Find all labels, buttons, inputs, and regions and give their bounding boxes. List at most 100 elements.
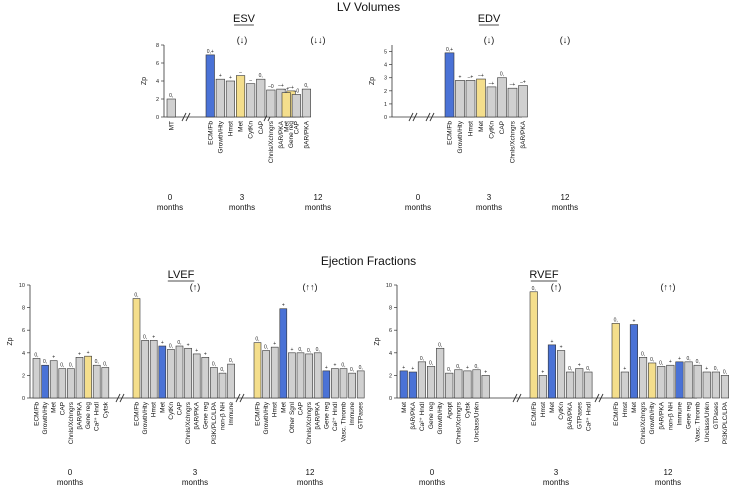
category-label: Unclass/Unkn — [474, 402, 481, 442]
axis-break — [115, 393, 121, 403]
bar — [497, 77, 507, 118]
category-label: βAR/PKA — [278, 120, 285, 148]
y-tick-label: 8 — [156, 43, 159, 49]
bar — [476, 78, 486, 118]
month-unit: months — [552, 203, 578, 212]
bar — [693, 364, 702, 399]
bar — [41, 364, 49, 399]
bar-sig-label: + — [87, 350, 90, 356]
bar — [75, 357, 84, 399]
category-label: CAP — [258, 121, 265, 134]
direction-arrow: (↓) — [237, 35, 248, 45]
bar — [507, 87, 518, 118]
month-number: 12 — [314, 193, 323, 202]
month-number: 12 — [306, 468, 315, 477]
bar-sig-label: 0, — [69, 363, 73, 369]
category-label: Other Sgnl — [289, 401, 296, 433]
bar — [426, 366, 436, 399]
month-unit: months — [57, 478, 83, 487]
category-label: CytKn — [558, 402, 565, 420]
bar — [266, 89, 276, 118]
category-label: Chnls/Xchngrs — [185, 401, 192, 444]
bar-sig-label: 0, — [307, 348, 311, 354]
bar-sig-label: –+ — [468, 74, 474, 80]
bar-sig-label: 0, — [723, 369, 727, 375]
category-label: Chnls/Xchngrs — [455, 401, 462, 444]
bar-sig-label: 0, — [650, 357, 654, 363]
bar — [584, 371, 593, 399]
direction-arrow: (↓) — [560, 35, 571, 45]
bar-sig-label: 0, — [359, 365, 363, 371]
category-label: Met — [283, 121, 290, 132]
category-label: Ca²⁺ Hndl — [585, 401, 592, 431]
bar — [279, 308, 288, 399]
bar — [288, 352, 296, 399]
bar — [331, 368, 339, 399]
bar-sig-label: 0, — [456, 364, 460, 370]
bar-sig-label: –+ — [510, 82, 516, 88]
bar — [399, 370, 408, 399]
month-unit: months — [297, 478, 323, 487]
y-tick-label: 6 — [156, 61, 159, 67]
bar-sig-label: 0, — [438, 342, 442, 348]
category-label: Immune — [228, 402, 235, 426]
category-label: Gene reg — [288, 121, 295, 148]
category-label: ECM/Fb — [613, 402, 620, 426]
y-tick-label: 6 — [22, 328, 25, 334]
category-label: Met — [631, 402, 638, 413]
y-tick-label: 10 — [386, 283, 392, 289]
bar-sig-label: 0, — [568, 366, 572, 372]
bar-sig-label: – — [239, 70, 242, 76]
category-label: Hmst — [622, 402, 629, 417]
category-label: Met — [238, 121, 245, 132]
month-number: 12 — [664, 468, 673, 477]
bar-sig-label: + — [578, 363, 581, 369]
bar-sig-label: + — [459, 74, 462, 80]
bar-sig-label: 0, — [259, 73, 263, 79]
y-tick-label: 2 — [156, 97, 159, 103]
bar — [84, 355, 92, 399]
category-label: Immune — [676, 402, 683, 426]
bar-sig-label: + — [282, 303, 285, 309]
bar-sig-label: 0, — [532, 286, 536, 292]
category-label: βAR/PKA — [658, 401, 665, 429]
month-unit: months — [182, 478, 208, 487]
chart-edv: EDV012345Zp0months(↓)3months0,+ECM/Fb+Gr… — [369, 13, 578, 212]
direction-arrow: (↑) — [190, 282, 201, 292]
bar-sig-label: + — [632, 319, 635, 325]
bar-sig-label: 0, — [43, 359, 47, 365]
bar-sig-label: 0, — [420, 356, 424, 362]
bar-sig-label: 0, — [350, 367, 354, 373]
bar-sig-label: + — [204, 351, 207, 357]
bar-sig-label: –+ — [489, 81, 495, 87]
y-tick-label: 4 — [384, 63, 387, 69]
y-tick-label: 0 — [384, 115, 387, 121]
chart-lvef: LVEF0246810Zp0months0,ECM/Fb0,Growth/Hty… — [7, 269, 365, 487]
bar-sig-label: + — [219, 73, 222, 79]
month-unit: months — [405, 203, 431, 212]
bar — [270, 346, 279, 399]
bar-sig-label: 0, — [714, 366, 718, 372]
bar — [305, 353, 313, 399]
bar-sig-label: + — [333, 363, 336, 369]
bar — [547, 344, 557, 399]
bar — [611, 323, 620, 399]
bar-sig-label: –+ — [288, 85, 294, 91]
bar-sig-label: + — [411, 366, 414, 372]
bar-sig-label: 0,+ — [446, 47, 453, 53]
direction-arrow: (↑↑) — [303, 282, 318, 292]
bar-sig-label: 0, — [169, 93, 173, 99]
bar-sig-label: 0, — [60, 363, 64, 369]
bar — [67, 368, 75, 399]
axis-break — [512, 393, 518, 403]
bar — [720, 375, 730, 399]
bar-sig-label: 0, — [298, 347, 302, 353]
bar-sig-label: + — [78, 351, 81, 357]
month-number: 3 — [240, 193, 245, 202]
category-label: Chnls/Xchngrs — [510, 120, 517, 163]
axis-break — [425, 112, 431, 122]
category-label: βAR/PKA — [520, 120, 527, 148]
category-label: ECM/Fb — [531, 402, 538, 426]
category-label: CAP — [499, 121, 506, 134]
